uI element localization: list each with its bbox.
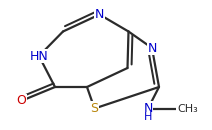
Text: CH₃: CH₃ [177, 103, 198, 113]
Text: O: O [16, 95, 26, 108]
Text: N: N [143, 102, 153, 115]
Text: HN: HN [30, 50, 48, 63]
Text: H: H [144, 112, 152, 122]
Text: N: N [147, 41, 157, 54]
Text: N: N [95, 8, 104, 21]
Text: S: S [91, 102, 99, 115]
